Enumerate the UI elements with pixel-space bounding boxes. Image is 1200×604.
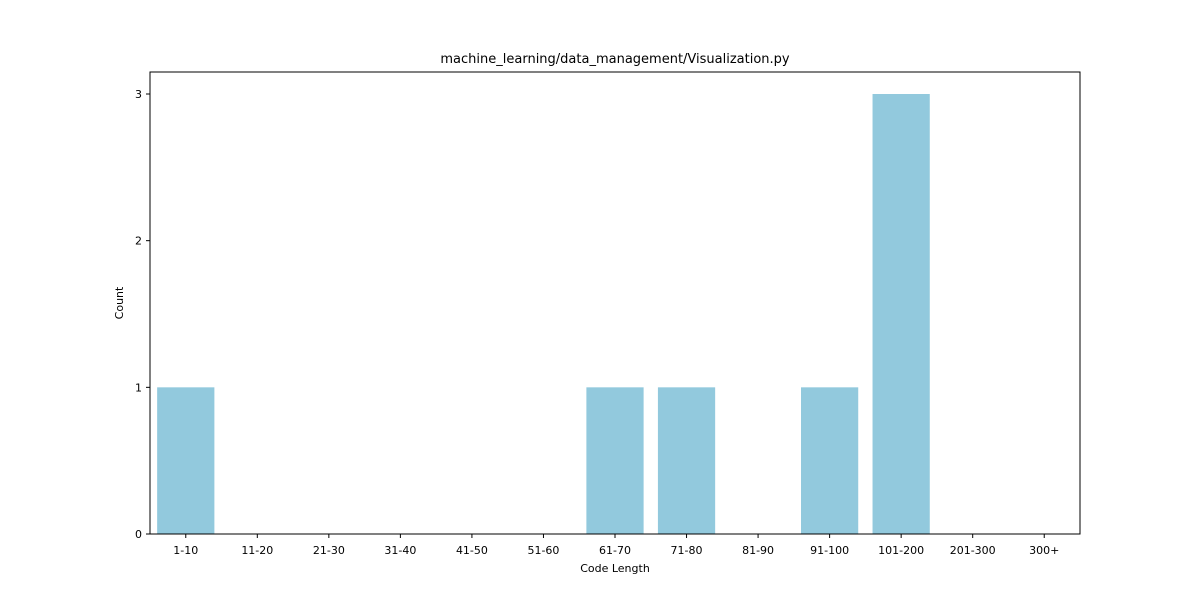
x-tick-label: 31-40 xyxy=(384,544,416,557)
x-tick-label: 51-60 xyxy=(527,544,559,557)
x-axis-label: Code Length xyxy=(580,562,650,575)
bar-1-10 xyxy=(157,387,215,534)
y-tick-label: 1 xyxy=(135,381,142,394)
x-axis-ticks: 1-10 11-20 21-30 31-40 41-50 51-60 61-70 71-80 8… xyxy=(173,534,1059,557)
y-tick-label: 0 xyxy=(135,528,142,541)
bar-61-70 xyxy=(586,387,644,534)
bar-101-200 xyxy=(872,94,930,534)
x-tick-label: 1-10 xyxy=(173,544,198,557)
x-tick-label: 11-20 xyxy=(241,544,273,557)
x-tick-label: 91-100 xyxy=(810,544,849,557)
bar-91-100 xyxy=(801,387,859,534)
x-tick-label: 201-300 xyxy=(950,544,996,557)
y-tick-label: 3 xyxy=(135,88,142,101)
y-axis-label: Count xyxy=(113,286,126,319)
bars-group xyxy=(157,94,930,534)
x-tick-label: 41-50 xyxy=(456,544,488,557)
bar-71-80 xyxy=(657,387,716,534)
x-tick-label: 101-200 xyxy=(878,544,924,557)
y-tick-label: 2 xyxy=(135,235,142,248)
x-tick-label: 81-90 xyxy=(742,544,774,557)
x-tick-label: 300+ xyxy=(1029,544,1059,557)
x-tick-label: 61-70 xyxy=(599,544,631,557)
y-axis-ticks: 0 1 2 3 xyxy=(135,88,150,541)
x-tick-label: 21-30 xyxy=(313,544,345,557)
x-tick-label: 71-80 xyxy=(671,544,703,557)
plot-frame xyxy=(149,71,1081,535)
chart-title: machine_learning/data_management/Visuali… xyxy=(440,52,790,67)
